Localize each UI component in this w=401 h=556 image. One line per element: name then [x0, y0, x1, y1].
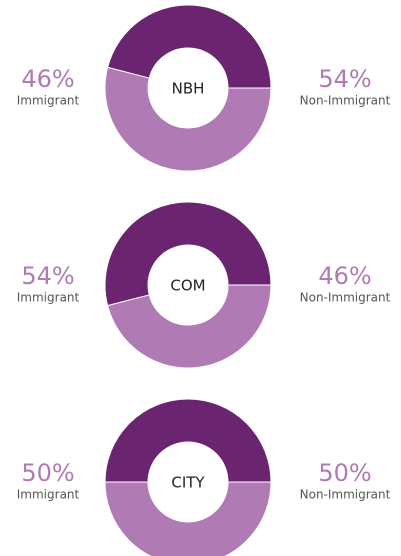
value-label: 50% [318, 459, 371, 487]
donut-segment [106, 4, 272, 89]
category-label: Immigrant [17, 94, 80, 108]
donut-segment [104, 66, 272, 172]
donut-segment [104, 201, 272, 307]
category-label: Non-Immigrant [300, 94, 391, 108]
center-label: COM [170, 277, 205, 295]
category-label: Immigrant [17, 291, 80, 305]
value-label: 46% [21, 65, 74, 93]
value-label: 50% [21, 459, 74, 487]
value-label: 46% [318, 262, 371, 290]
donut-segment [104, 398, 272, 483]
donut-segment [104, 481, 272, 556]
donut-segment [106, 284, 272, 369]
center-label: CITY [171, 474, 205, 492]
category-label: Non-Immigrant [300, 291, 391, 305]
value-label: 54% [21, 262, 74, 290]
category-label: Immigrant [17, 488, 80, 502]
category-label: Non-Immigrant [300, 488, 391, 502]
value-label: 54% [318, 65, 371, 93]
center-label: NBH [172, 80, 205, 98]
